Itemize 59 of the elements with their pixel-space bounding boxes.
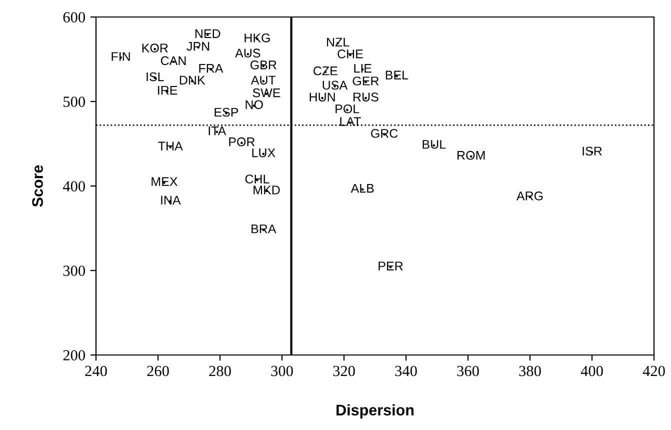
data-label: INA <box>161 196 181 204</box>
data-label: BUL <box>422 140 446 149</box>
data-label: BEL <box>386 70 408 80</box>
x-tick-label: 340 <box>395 366 417 376</box>
data-label: THA <box>158 142 183 150</box>
data-label: MKD <box>254 186 280 194</box>
data-label: LIE <box>354 64 372 73</box>
data-label: DNK <box>180 76 206 84</box>
data-label: FRA <box>199 64 224 73</box>
data-label: GRC <box>371 128 398 138</box>
y-tick-label: 500 <box>64 96 85 107</box>
data-label: CHL <box>245 174 270 184</box>
data-label: ITA <box>208 126 226 136</box>
data-label: ARG <box>516 191 543 200</box>
data-label: ROM <box>458 150 485 160</box>
data-label: CHE <box>338 50 363 58</box>
y-axis-title: Score <box>32 165 43 207</box>
data-label: AUT <box>250 76 276 85</box>
data-label: ISL <box>146 72 164 82</box>
x-tick-label: 320 <box>333 366 355 376</box>
y-tick-label: 400 <box>62 181 85 192</box>
data-label: NED <box>195 29 220 38</box>
data-label: POR <box>229 137 255 146</box>
data-label: IRE <box>158 86 178 95</box>
data-label: FIN <box>112 52 130 61</box>
y-tick-label: 600 <box>63 12 85 22</box>
data-label: HKG <box>244 33 270 42</box>
x-tick-label: 280 <box>209 366 231 376</box>
data-label: CZE <box>314 66 338 76</box>
data-label: JPN <box>186 42 210 51</box>
data-label: NZL <box>327 38 350 46</box>
x-tick-label: 360 <box>457 366 479 376</box>
y-tick-label: 300 <box>63 266 85 276</box>
data-label: CAN <box>160 56 186 66</box>
data-label: BRA <box>252 224 276 234</box>
data-label: KOR <box>142 44 168 52</box>
data-label: MEX <box>152 177 178 186</box>
data-label: AUS <box>235 48 260 58</box>
x-tick-label: 380 <box>519 366 541 376</box>
data-label: USA <box>322 80 348 90</box>
data-label: HUN <box>310 92 335 102</box>
data-label: PER <box>378 262 403 270</box>
data-label: SWE <box>252 88 280 98</box>
x-tick-label: 400 <box>580 366 603 376</box>
x-axis-title: Dispersion <box>336 404 414 419</box>
x-tick-label: 240 <box>85 366 107 376</box>
data-label: ESP <box>214 108 238 117</box>
y-tick-label: 200 <box>63 350 85 360</box>
x-tick-label: 260 <box>147 366 169 376</box>
data-label: ALB <box>350 184 374 193</box>
x-tick-label: 420 <box>642 366 665 376</box>
data-label: POL <box>336 104 360 114</box>
data-label: RUS <box>354 92 378 102</box>
data-label: GER <box>352 76 379 86</box>
data-label: LUX <box>252 148 276 158</box>
data-label: ISR <box>582 146 602 156</box>
data-label: NO <box>246 100 263 110</box>
data-label: GBR <box>250 60 276 70</box>
x-tick-label: 300 <box>271 366 293 376</box>
